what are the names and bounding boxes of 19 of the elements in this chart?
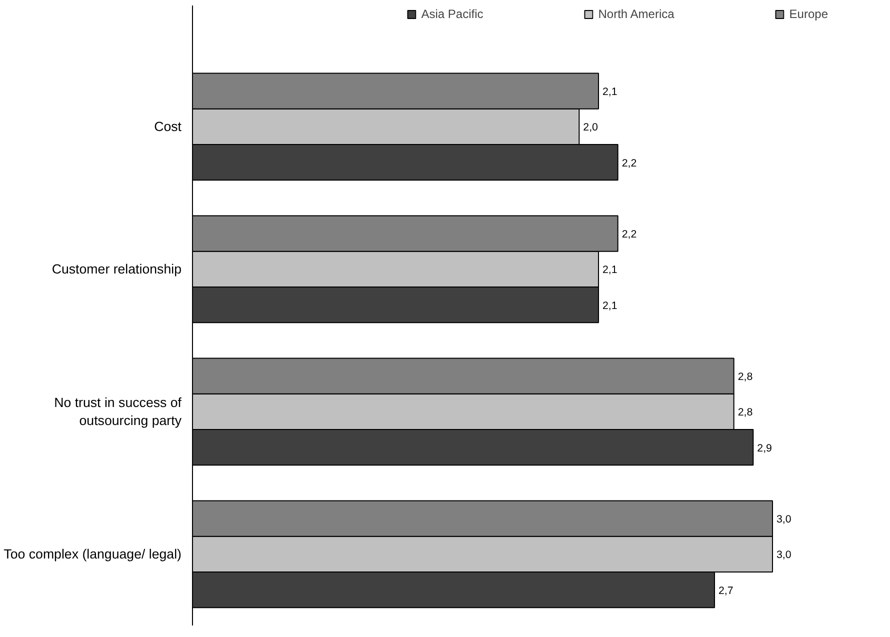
data-label: 2,8 xyxy=(738,371,753,384)
data-label: 2,7 xyxy=(718,584,734,597)
data-label: 2,2 xyxy=(622,228,637,241)
data-label: 2,8 xyxy=(738,406,753,419)
data-label: 2,2 xyxy=(622,157,637,170)
data-label: 3,0 xyxy=(776,549,792,562)
data-label: 2,1 xyxy=(602,264,618,276)
data-label: 3,0 xyxy=(776,514,792,526)
legend-label: Europe xyxy=(789,7,828,21)
data-label: 2,1 xyxy=(602,86,618,98)
y-tick-label: Cost xyxy=(154,119,182,134)
data-label: 2,1 xyxy=(602,300,618,312)
data-label: 2,9 xyxy=(757,442,772,454)
y-tick-label: Too complex (language/ legal) xyxy=(4,546,182,562)
y-tick-label: Customer relationship xyxy=(52,262,182,277)
data-label: 2,0 xyxy=(583,122,598,134)
legend-label: Asia Pacific xyxy=(421,7,484,21)
legend-label: North America xyxy=(598,7,674,21)
y-tick-label: No trust in success of outsourcing party xyxy=(54,395,182,428)
